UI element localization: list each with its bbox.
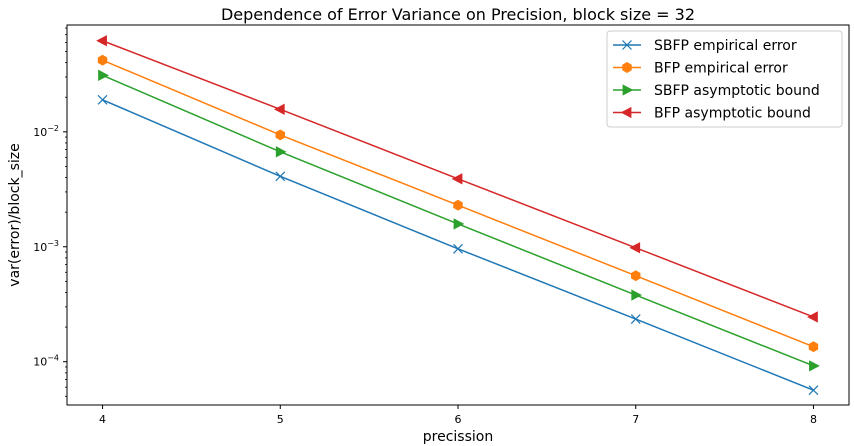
x-axis: 4 5 6 7 8 [99, 405, 817, 426]
y-axis: 10−2 10−3 10−4 [33, 27, 67, 397]
series-layer [96, 35, 820, 396]
data-point [809, 360, 820, 372]
data-point [96, 35, 107, 47]
legend-entry: BFP asymptotic bound [613, 106, 811, 122]
legend-marker [622, 84, 634, 96]
y-tick-label: 10−2 [33, 124, 59, 139]
legend-entry: BFP empirical error [613, 61, 788, 77]
x-tick-label: 8 [810, 413, 817, 426]
y-tick-label: 10−4 [33, 354, 59, 369]
data-point [97, 94, 108, 105]
data-point [453, 218, 465, 230]
data-point [807, 311, 818, 323]
data-point [630, 270, 641, 282]
legend-marker [622, 62, 632, 73]
x-axis-label: precission [423, 429, 493, 445]
data-point [273, 103, 285, 115]
data-point [630, 314, 641, 324]
data-point [97, 54, 108, 66]
data-point [808, 385, 819, 396]
data-point [629, 242, 641, 254]
data-point [275, 129, 286, 141]
series-1 [97, 54, 819, 353]
legend-box [606, 30, 843, 128]
legend-marker [622, 40, 632, 50]
legend-marker [620, 106, 632, 119]
x-tick-label: 6 [455, 413, 462, 426]
data-point [98, 69, 109, 82]
data-point [631, 289, 643, 301]
legend-label: BFP asymptotic bound [654, 106, 811, 122]
series-line [102, 99, 814, 391]
x-tick-label: 5 [277, 413, 284, 426]
series-3 [96, 35, 818, 323]
data-point [275, 171, 286, 182]
legend-entry: SBFP empirical error [613, 38, 797, 54]
legend-label: SBFP asymptotic bound [654, 83, 820, 99]
data-point [451, 173, 463, 185]
legend-label: SBFP empirical error [654, 38, 797, 54]
y-tick-label: 10−3 [33, 239, 59, 254]
series-0 [97, 94, 819, 396]
legend: SBFP empirical error BFP empirical error S… [606, 30, 843, 128]
data-point [453, 199, 463, 211]
y-axis-label: var(error)/block_size [7, 143, 23, 286]
x-tick-label: 7 [632, 413, 639, 426]
chart-title: Dependence of Error Variance on Precisio… [221, 5, 695, 24]
series-2 [98, 69, 820, 372]
data-point [275, 146, 287, 158]
legend-entry: SBFP asymptotic bound [613, 83, 820, 99]
legend-label: BFP empirical error [654, 61, 788, 77]
data-point [808, 341, 819, 353]
data-point [453, 243, 463, 254]
x-tick-label: 4 [99, 413, 106, 426]
plot-area: 4 5 6 7 8 10−2 10−3 10−4 [33, 24, 850, 426]
